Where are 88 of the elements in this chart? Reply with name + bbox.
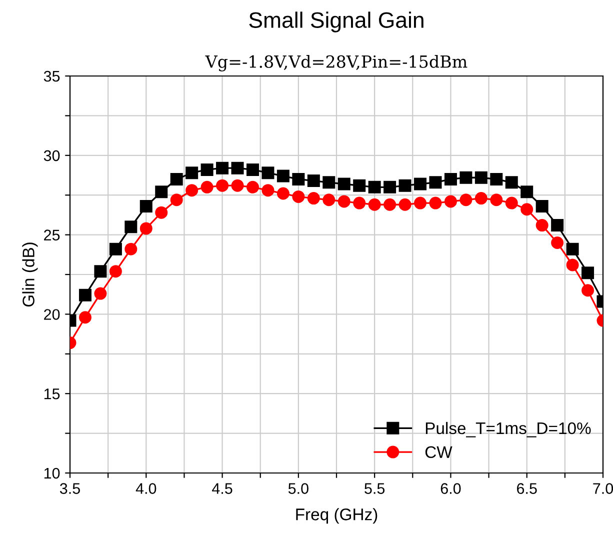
point (78, 288, 92, 302)
point (536, 200, 548, 212)
legend-label: CW (425, 446, 452, 458)
point (94, 265, 107, 278)
y-tick-label: 35 (44, 70, 60, 82)
x-tick-label: 4.5 (212, 483, 232, 494)
chart-title: Small Signal Gain (249, 12, 424, 32)
point (414, 196, 427, 210)
point (322, 194, 336, 206)
y-tick-label: 10 (44, 468, 60, 479)
point (140, 222, 152, 235)
point (353, 179, 366, 192)
point (186, 166, 198, 180)
point (505, 196, 518, 210)
point (170, 194, 183, 206)
point (155, 206, 168, 219)
point (338, 178, 350, 190)
point (551, 236, 564, 249)
point (398, 179, 412, 192)
x-tick-label: 6.0 (440, 483, 461, 494)
y-tick-label: 25 (44, 230, 60, 240)
point (444, 195, 457, 208)
point (353, 196, 366, 210)
point (246, 180, 259, 194)
chart-subtitle: Vg=-1.8V,Vd=28V,Pin=-15dBm (205, 55, 468, 72)
point (460, 171, 472, 184)
point (429, 176, 442, 189)
x-tick-label: 5.0 (288, 483, 308, 494)
point (582, 284, 594, 297)
point (200, 163, 214, 176)
point (186, 184, 198, 197)
point (536, 219, 548, 232)
point (200, 180, 214, 194)
point (307, 192, 320, 205)
point (322, 176, 336, 189)
legend-label: Pulse_T=1ms_D=10% (426, 422, 591, 438)
point (384, 198, 396, 211)
x-tick-label: 6.5 (517, 483, 537, 494)
point (490, 194, 503, 206)
x-tick-label: 5.5 (364, 483, 385, 494)
point (155, 186, 168, 198)
point (566, 242, 579, 256)
point (292, 190, 305, 203)
point (216, 179, 229, 192)
point (276, 170, 290, 182)
point (490, 172, 503, 186)
point (78, 311, 92, 324)
point (276, 187, 290, 200)
point (551, 219, 564, 232)
point (262, 184, 274, 197)
point (307, 174, 320, 188)
point (398, 198, 412, 211)
point (368, 180, 381, 194)
point (460, 194, 472, 206)
y-tick-label: 15 (44, 388, 60, 400)
point (474, 192, 488, 205)
point (216, 162, 229, 174)
point (566, 258, 579, 272)
point (246, 163, 259, 176)
y-tick-label: 20 (44, 309, 60, 320)
point (582, 266, 594, 280)
point (231, 162, 244, 174)
point (140, 200, 152, 212)
point (505, 176, 518, 189)
x-tick-label: 7.0 (593, 483, 613, 494)
point (368, 198, 381, 211)
point (520, 186, 534, 198)
x-tick-label: 4.0 (136, 483, 156, 494)
point (124, 242, 138, 256)
y-axis-title: Glin (dB) (22, 242, 38, 307)
point (170, 172, 183, 186)
point (292, 172, 305, 186)
point (429, 196, 442, 210)
point (109, 242, 122, 256)
point (414, 178, 427, 190)
x-axis-title: Freq (GHz) (296, 508, 378, 524)
point (444, 172, 457, 186)
point (384, 180, 396, 194)
point (109, 265, 122, 278)
point (94, 287, 107, 300)
y-tick-label: 30 (44, 150, 60, 162)
point (474, 171, 488, 184)
point (124, 220, 138, 234)
point (231, 179, 244, 192)
point (262, 166, 274, 180)
x-tick-label: 3.5 (60, 483, 80, 494)
point (338, 195, 350, 208)
point (520, 203, 534, 216)
